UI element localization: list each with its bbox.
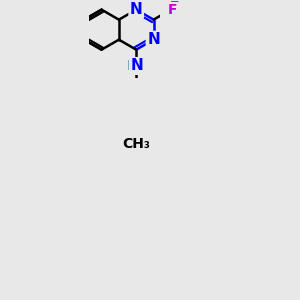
Text: N: N bbox=[130, 2, 142, 17]
Text: N: N bbox=[147, 32, 160, 47]
Text: CH₃: CH₃ bbox=[122, 137, 150, 151]
Text: F: F bbox=[166, 1, 176, 15]
Text: F: F bbox=[168, 3, 177, 17]
Text: F: F bbox=[170, 0, 180, 14]
Text: H: H bbox=[127, 59, 139, 73]
Text: N: N bbox=[130, 58, 143, 74]
